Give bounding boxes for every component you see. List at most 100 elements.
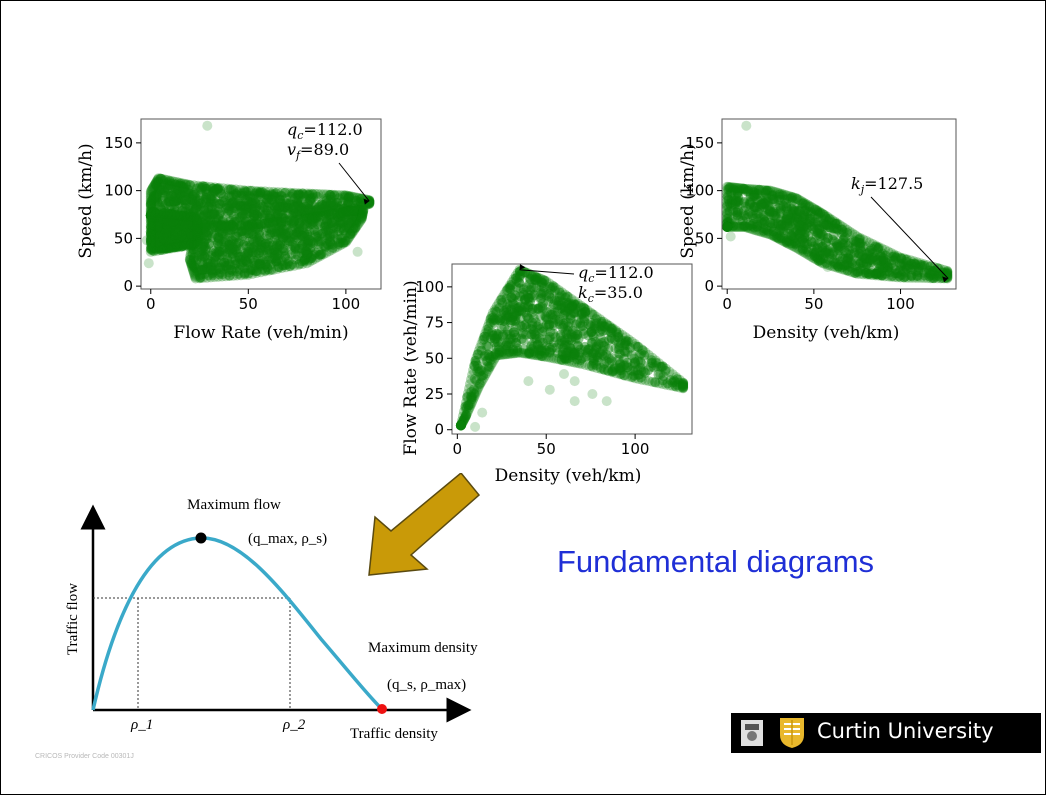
speed-flow-point	[351, 211, 361, 221]
speed-flow-point	[321, 247, 332, 258]
speed-flow-point	[152, 244, 163, 255]
speed-flow-point	[329, 190, 340, 201]
speed-flow-point	[181, 215, 192, 226]
speed-flow-point	[182, 214, 193, 225]
speed-flow-point	[206, 209, 217, 220]
speed-flow-point	[145, 210, 156, 221]
speed-flow-point	[333, 212, 344, 223]
speed-flow-point	[224, 190, 235, 201]
speed-flow-point	[200, 219, 211, 230]
speed-flow-point	[253, 259, 264, 270]
speed-flow-point	[185, 255, 196, 266]
speed-flow-point	[294, 224, 305, 235]
speed-flow-point	[307, 212, 318, 223]
speed-flow-point	[159, 215, 170, 226]
speed-flow-point	[203, 217, 214, 228]
speed-flow-point	[152, 175, 163, 186]
speed-flow-point	[313, 210, 323, 221]
speed-flow-point	[264, 198, 275, 209]
speed-flow-point	[221, 221, 232, 232]
speed-flow-point	[287, 202, 298, 213]
speed-flow-point	[285, 187, 296, 198]
speed-density-chart: Density (veh/km) Speed (km/h) 0 50 100 0 50 1…	[666, 111, 966, 346]
speed-flow-points	[141, 120, 375, 284]
speed-flow-point	[272, 255, 283, 266]
speed-flow-point	[232, 231, 242, 242]
speed-flow-point	[269, 235, 280, 245]
speed-flow-point	[212, 184, 223, 195]
speed-flow-point	[254, 261, 265, 272]
speed-flow-point	[228, 236, 238, 247]
speed-flow-point	[299, 256, 310, 267]
speed-flow-point	[307, 213, 318, 224]
flow-density-ytick-label: 25	[425, 385, 444, 403]
speed-flow-point	[168, 208, 179, 219]
speed-flow-point	[195, 235, 206, 246]
speed-flow-point	[158, 233, 169, 244]
speed-flow-point	[167, 217, 178, 228]
speed-flow-point	[279, 250, 290, 261]
speed-flow-point	[189, 188, 200, 198]
speed-flow-point	[174, 197, 185, 208]
speed-flow-point	[292, 198, 303, 209]
speed-flow-point	[209, 182, 220, 193]
speed-flow-point	[145, 210, 156, 221]
speed-flow-point	[155, 173, 166, 184]
speed-flow-point	[351, 216, 362, 227]
speed-flow-point	[194, 233, 204, 244]
speed-flow-point	[220, 203, 231, 213]
speed-flow-point	[209, 209, 220, 220]
speed-flow-point	[200, 215, 211, 226]
speed-flow-point	[258, 210, 269, 221]
speed-flow-point	[146, 228, 157, 239]
speed-flow-point	[282, 209, 293, 219]
speed-flow-point	[289, 242, 300, 253]
speed-flow-point	[345, 210, 356, 221]
speed-flow-point	[270, 188, 281, 199]
speed-flow-point	[314, 249, 325, 260]
speed-flow-xlabel: Flow Rate (veh/min)	[173, 323, 348, 343]
speed-flow-point	[210, 258, 220, 269]
speed-flow-point	[200, 243, 211, 254]
speed-flow-point	[192, 254, 203, 265]
speed-flow-point	[301, 214, 312, 225]
speed-flow-point	[283, 235, 294, 246]
speed-flow-point	[224, 216, 235, 227]
speed-flow-point	[246, 197, 257, 208]
speed-flow-point	[261, 256, 272, 267]
speed-flow-point	[166, 221, 177, 232]
speed-flow-point	[251, 202, 261, 213]
speed-flow-point	[269, 217, 280, 228]
speed-flow-point	[181, 214, 191, 225]
speed-flow-point	[279, 202, 290, 213]
speed-flow-point	[188, 221, 199, 232]
speed-flow-point	[206, 194, 217, 205]
speed-flow-point	[212, 222, 223, 233]
speed-flow-point	[189, 218, 200, 229]
speed-flow-point	[273, 236, 284, 247]
speed-flow-point	[224, 270, 235, 281]
speed-flow-point	[327, 202, 338, 213]
speed-flow-point	[329, 199, 340, 210]
speed-flow-point	[326, 192, 337, 202]
speed-flow-point	[226, 264, 237, 275]
speed-flow-point	[145, 210, 156, 221]
speed-flow-point	[145, 208, 156, 219]
speed-flow-point	[228, 244, 239, 255]
speed-flow-point	[349, 205, 360, 216]
speed-flow-point	[224, 271, 235, 281]
flow-density-ytick-label: 50	[425, 349, 444, 367]
speed-flow-point	[278, 213, 289, 224]
speed-flow-point	[357, 204, 368, 215]
speed-flow-point	[210, 247, 221, 258]
speed-flow-point	[177, 226, 188, 237]
speed-flow-point	[187, 221, 198, 232]
speed-flow-point	[255, 239, 266, 250]
speed-flow-point	[190, 272, 201, 283]
speed-flow-point	[265, 203, 276, 214]
speed-flow-point	[265, 259, 276, 270]
speed-flow-point	[353, 219, 364, 230]
speed-flow-point	[174, 223, 185, 234]
speed-flow-point	[289, 216, 300, 227]
speed-flow-point	[172, 181, 182, 192]
